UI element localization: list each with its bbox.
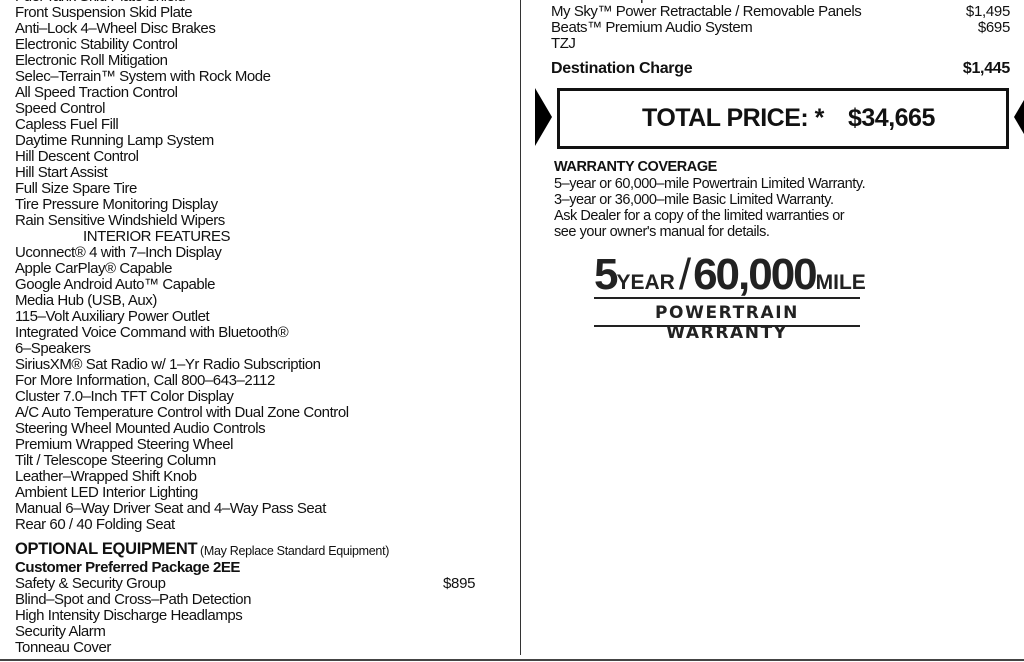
interior-feature-item: Integrated Voice Command with Bluetooth® <box>15 324 289 341</box>
logo-mile-word: MILE <box>815 271 866 294</box>
interior-feature-item: Media Hub (USB, Aux) <box>15 292 157 309</box>
option-item: My Sky™ Power Retractable / Removable Pa… <box>551 3 862 20</box>
equipment-item: Electronic Roll Mitigation <box>15 52 168 69</box>
option-item: Windshield Wiper De–Icer <box>551 0 714 4</box>
equipment-item: Electronic Stability Control <box>15 36 178 53</box>
logo-slash: / <box>678 250 691 299</box>
option-item: TZJ <box>551 35 576 52</box>
equipment-item: Front Suspension Skid Plate <box>15 4 193 21</box>
logo-rule-top <box>594 297 860 299</box>
optional-item-price: $895 <box>443 575 476 592</box>
interior-feature-item: Leather–Wrapped Shift Knob <box>15 468 197 485</box>
warranty-line: 5–year or 60,000–mile Powertrain Limited… <box>554 176 866 192</box>
equipment-item: Hill Descent Control <box>15 148 139 165</box>
logo-subtitle: POWERTRAIN WARRANTY <box>655 303 799 343</box>
interior-feature-item: For More Information, Call 800–643–2112 <box>15 372 275 389</box>
right-arrow-marker <box>1014 88 1024 146</box>
bottom-rule <box>0 659 1024 661</box>
optional-equipment-heading: OPTIONAL EQUIPMENT <box>15 540 198 558</box>
interior-feature-item: A/C Auto Temperature Control with Dual Z… <box>15 404 349 421</box>
interior-feature-item: SiriusXM® Sat Radio w/ 1–Yr Radio Subscr… <box>15 356 321 373</box>
interior-feature-item: Cluster 7.0–Inch TFT Color Display <box>15 388 234 405</box>
optional-item: Security Alarm <box>15 623 106 640</box>
interior-feature-item: Ambient LED Interior Lighting <box>15 484 198 501</box>
optional-equipment-note: (May Replace Standard Equipment) <box>200 544 390 558</box>
interior-feature-item: 115–Volt Auxiliary Power Outlet <box>15 308 210 325</box>
equipment-item: Rain Sensitive Windshield Wipers <box>15 212 225 229</box>
warranty-heading: WARRANTY COVERAGE <box>554 159 717 175</box>
interior-feature-item: Manual 6–Way Driver Seat and 4–Way Pass … <box>15 500 326 517</box>
interior-feature-item: Rear 60 / 40 Folding Seat <box>15 516 175 533</box>
equipment-item: Hill Start Assist <box>15 164 108 181</box>
interior-feature-item: 6–Speakers <box>15 340 91 357</box>
warranty-line: see your owner's manual for details. <box>554 224 770 240</box>
equipment-item: Full Size Spare Tire <box>15 180 137 197</box>
logo-years: 5 <box>594 250 619 299</box>
equipment-item: Daytime Running Lamp System <box>15 132 214 149</box>
equipment-item: All Speed Traction Control <box>15 84 178 101</box>
destination-charge-label: Destination Charge <box>551 60 693 77</box>
warranty-line: Ask Dealer for a copy of the limited war… <box>554 208 845 224</box>
interior-features-heading: INTERIOR FEATURES <box>83 228 231 245</box>
equipment-item: Anti–Lock 4–Wheel Disc Brakes <box>15 20 216 37</box>
left-arrow-marker <box>535 88 552 146</box>
interior-feature-item: Premium Wrapped Steering Wheel <box>15 436 233 453</box>
equipment-item: Capless Fuel Fill <box>15 116 119 133</box>
total-price-box: TOTAL PRICE: * $34,665 <box>557 88 1009 149</box>
interior-feature-item: Steering Wheel Mounted Audio Controls <box>15 420 266 437</box>
total-price-value: $34,665 <box>848 104 935 132</box>
logo-year-word: YEAR <box>616 271 675 294</box>
equipment-item: Fuel Tank Skid Plate Shield <box>15 0 186 5</box>
interior-feature-item: Uconnect® 4 with 7–Inch Display <box>15 244 222 261</box>
equipment-item: Selec–Terrain™ System with Rock Mode <box>15 68 271 85</box>
equipment-item: Speed Control <box>15 100 106 117</box>
logo-rule-bottom <box>594 325 860 327</box>
optional-item: Blind–Spot and Cross–Path Detection <box>15 591 252 608</box>
optional-item: High Intensity Discharge Headlamps <box>15 607 243 624</box>
package-name: Customer Preferred Package 2EE <box>15 559 240 576</box>
option-item: Beats™ Premium Audio System <box>551 19 753 36</box>
interior-feature-item: Google Android Auto™ Capable <box>15 276 216 293</box>
column-divider <box>520 0 521 655</box>
warranty-logo: 5YEAR/60,000MILE <box>594 250 866 299</box>
optional-item: Safety & Security Group <box>15 575 166 592</box>
logo-miles: 60,000 <box>693 250 818 299</box>
destination-charge-price: $1,445 <box>962 60 1010 77</box>
total-price-label: TOTAL PRICE: * <box>642 104 824 132</box>
warranty-line: 3–year or 36,000–mile Basic Limited Warr… <box>554 192 834 208</box>
optional-item: Tonneau Cover <box>15 639 111 656</box>
equipment-item: Tire Pressure Monitoring Display <box>15 196 218 213</box>
option-item-price: $1,495 <box>965 3 1010 20</box>
option-item-price: $695 <box>977 19 1010 36</box>
interior-feature-item: Apple CarPlay® Capable <box>15 260 173 277</box>
interior-feature-item: Tilt / Telescope Steering Column <box>15 452 216 469</box>
